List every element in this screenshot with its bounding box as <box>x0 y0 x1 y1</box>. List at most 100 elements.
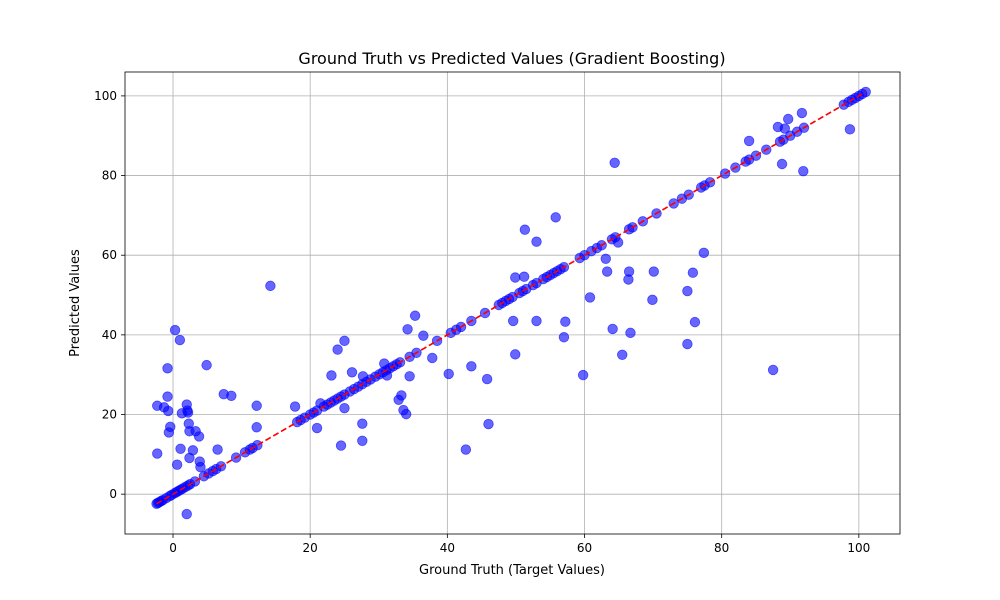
data-point <box>201 359 212 371</box>
data-point <box>193 431 205 442</box>
data-point <box>152 448 163 459</box>
data-point <box>195 461 206 473</box>
plot-frame <box>124 71 901 535</box>
reference-line-overlay <box>156 91 867 505</box>
y-tick-label: 20 <box>102 408 117 422</box>
data-point <box>335 440 347 451</box>
data-point <box>171 459 183 470</box>
data-point <box>162 391 173 402</box>
data-point <box>682 338 693 350</box>
data-point <box>623 266 635 277</box>
data-point <box>187 445 199 456</box>
data-point <box>698 247 710 259</box>
x-axis-ticks: 0 20 40 60 80 100 <box>169 534 870 555</box>
data-point <box>617 349 628 360</box>
data-point <box>776 158 788 170</box>
reference-line-dashed <box>156 91 867 505</box>
y-axis-ticks: 0 20 40 60 80 100 <box>94 89 125 501</box>
data-point <box>404 371 415 382</box>
data-point <box>507 315 519 327</box>
data-point <box>783 113 794 125</box>
y-tick-label: 0 <box>109 487 117 501</box>
data-point <box>163 405 174 417</box>
data-point <box>510 272 521 283</box>
y-tick-label: 60 <box>102 248 117 262</box>
data-point <box>174 334 186 346</box>
y-tick-label: 80 <box>102 169 117 183</box>
data-point <box>767 364 779 376</box>
data-point <box>189 476 201 487</box>
data-point <box>779 123 790 134</box>
data-point <box>460 444 472 455</box>
data-point <box>346 367 358 378</box>
data-point <box>182 407 194 418</box>
data-point <box>687 267 699 278</box>
data-point <box>600 253 611 264</box>
data-point <box>601 266 613 277</box>
data-point <box>226 390 237 401</box>
data-point <box>357 435 368 447</box>
data-point <box>418 330 429 341</box>
data-point <box>175 443 186 454</box>
data-point <box>558 332 570 343</box>
data-point <box>798 165 809 177</box>
data-point <box>510 349 521 360</box>
data-point <box>400 408 412 420</box>
data-point <box>181 508 192 520</box>
chart-title: Ground Truth vs Predicted Values (Gradie… <box>298 49 725 68</box>
y-tick-label: 100 <box>94 89 117 103</box>
data-point <box>481 373 493 385</box>
data-point <box>609 157 620 169</box>
data-point <box>251 422 262 433</box>
data-point <box>379 358 390 369</box>
data-point <box>332 344 343 355</box>
y-axis-label: Predicted Values <box>68 249 83 357</box>
data-point <box>519 224 531 235</box>
data-point <box>165 421 176 433</box>
data-point <box>607 323 618 335</box>
x-tick-label: 20 <box>303 541 318 555</box>
data-point <box>483 418 494 430</box>
data-point <box>466 361 477 372</box>
x-tick-label: 60 <box>577 541 592 555</box>
data-point <box>162 363 173 374</box>
data-point <box>796 107 808 119</box>
data-point <box>402 324 413 335</box>
data-point <box>396 390 407 401</box>
data-point <box>531 236 542 247</box>
data-point <box>212 444 223 455</box>
data-point <box>357 371 369 382</box>
data-point <box>339 402 350 414</box>
data-point <box>612 237 624 248</box>
data-point <box>326 370 337 381</box>
grid-lines <box>125 72 900 534</box>
data-point <box>289 401 301 412</box>
data-point <box>743 135 755 147</box>
x-tick-label: 100 <box>847 541 870 555</box>
data-point <box>577 369 589 381</box>
y-tick-label: 40 <box>102 328 117 342</box>
data-point <box>339 335 350 347</box>
data-point <box>409 310 421 321</box>
data-point <box>550 212 561 223</box>
data-point <box>251 400 262 411</box>
data-point <box>531 315 542 327</box>
data-point <box>689 316 701 328</box>
data-point <box>357 418 368 429</box>
x-tick-label: 40 <box>440 541 455 555</box>
data-point <box>647 294 658 306</box>
x-tick-label: 0 <box>169 541 177 555</box>
data-point <box>560 316 571 327</box>
x-axis-label: Ground Truth (Target Values) <box>419 563 605 578</box>
data-point <box>169 324 181 336</box>
data-point <box>844 124 856 135</box>
data-point <box>311 422 323 434</box>
data-point <box>625 327 636 339</box>
data-point <box>584 292 596 303</box>
data-point <box>427 352 438 364</box>
data-point <box>682 285 693 297</box>
data-point <box>252 439 263 451</box>
data-point <box>443 368 454 380</box>
data-point <box>648 266 659 277</box>
